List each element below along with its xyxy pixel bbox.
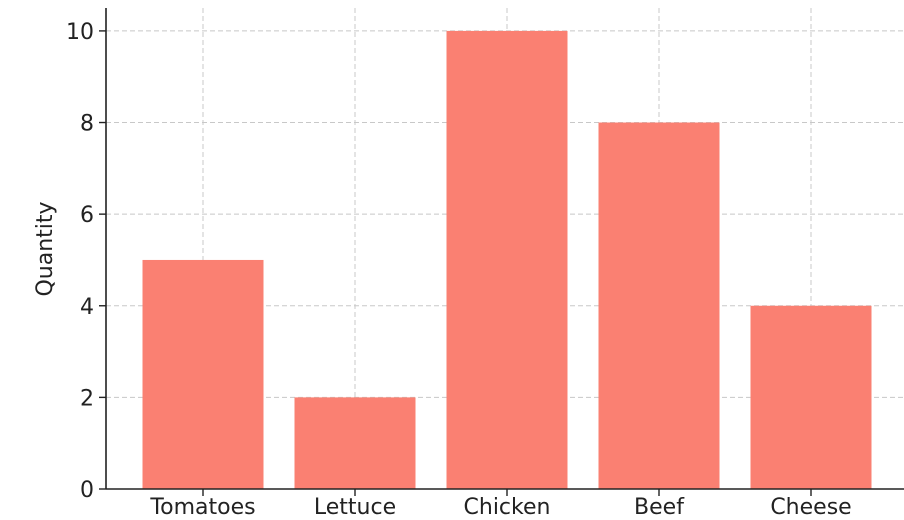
y-tick-label: 6	[80, 203, 94, 228]
x-tick-label: Beef	[634, 495, 685, 520]
x-ticks: Tomatoes Lettuce Chicken Beef Cheese	[149, 489, 852, 520]
y-tick-label: 8	[80, 112, 94, 137]
y-axis-title: Quantity	[33, 201, 58, 296]
y-tick-label: 4	[80, 295, 94, 320]
bar-beef	[598, 122, 720, 490]
x-tick-label: Lettuce	[314, 495, 396, 520]
bar-chicken	[446, 30, 568, 490]
bars	[142, 30, 872, 490]
y-tick-label: 2	[80, 386, 94, 411]
bar-lettuce	[294, 397, 416, 489]
y-tick-label: 0	[80, 478, 94, 503]
y-ticks: 0 2 4 6 8 10	[66, 20, 106, 503]
x-tick-label: Chicken	[464, 495, 551, 520]
bar-tomatoes	[142, 259, 264, 489]
x-tick-label: Cheese	[770, 495, 851, 520]
y-tick-label: 10	[66, 20, 94, 45]
x-tick-label: Tomatoes	[149, 495, 255, 520]
bar-cheese	[750, 305, 872, 489]
axes	[105, 8, 904, 490]
